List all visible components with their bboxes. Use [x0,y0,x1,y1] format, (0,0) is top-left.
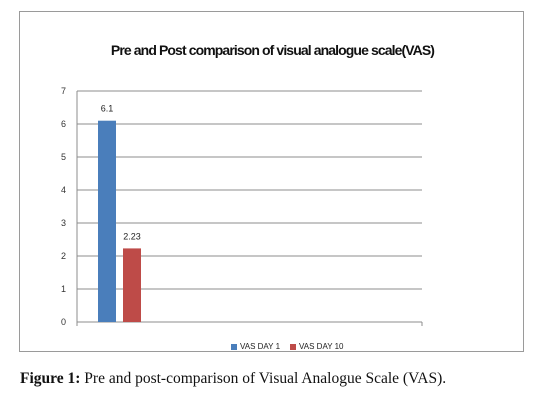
legend-item-vas-day-10: VAS DAY 10 [290,342,344,351]
data-label-vas-day-10: 2.23 [123,231,141,241]
caption-text: Pre and post-comparison of Visual Analog… [80,370,447,387]
chart-title: Pre and Post comparison of visual analog… [110,42,435,58]
legend-item-vas-day-1: VAS DAY 1 [231,342,280,351]
y-tick-label-6: 6 [61,119,66,129]
y-tick-label-4: 4 [61,185,66,195]
chart-frame: Pre and Post comparison of visual analog… [19,11,524,352]
y-tick-label-3: 3 [61,218,66,228]
y-tick-label-7: 7 [61,86,66,96]
legend-swatch-vas-day-1 [231,343,237,350]
chart-legend: VAS DAY 1 VAS DAY 10 [231,342,354,351]
legend-label-vas-day-10: VAS DAY 10 [299,342,344,351]
bar-vas-day-1 [98,120,116,322]
y-tick-label-0: 0 [61,317,66,327]
caption-label: Figure 1: [20,370,81,387]
y-tick-label-5: 5 [61,152,66,162]
legend-swatch-vas-day-10 [290,343,297,350]
data-label-vas-day-1: 6.1 [101,104,114,114]
y-tick-label-1: 1 [61,284,66,294]
legend-label-vas-day-1: VAS DAY 1 [240,342,281,351]
figure-caption: Figure 1: Pre and post-comparison of Vis… [20,370,530,388]
y-tick-label-2: 2 [61,251,66,261]
bar-chart: 0 1 2 3 4 5 6 7 6.1 2.23 [61,86,423,327]
bar-vas-day-10 [123,248,141,322]
